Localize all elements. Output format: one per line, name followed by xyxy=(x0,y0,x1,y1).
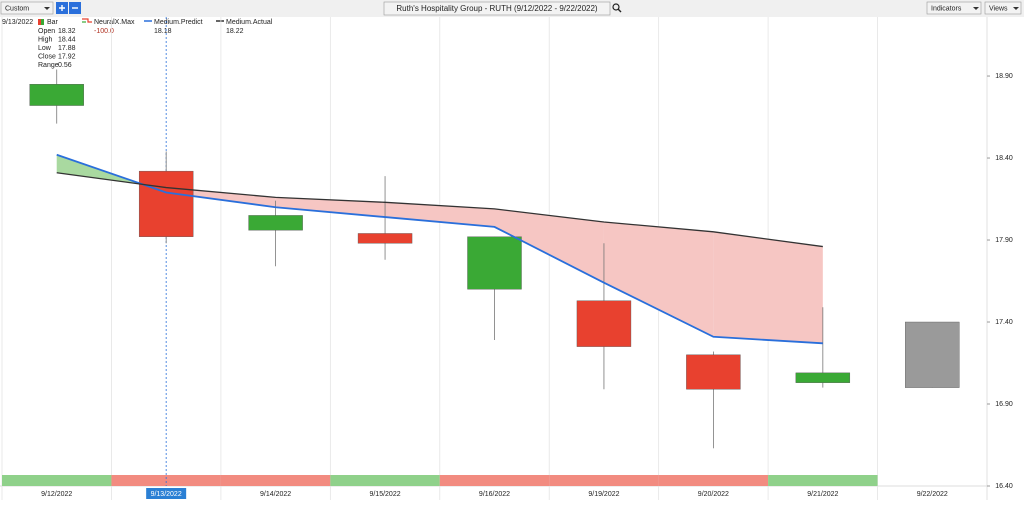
candle-body xyxy=(467,236,522,290)
x-tick-label: 9/15/2022 xyxy=(369,491,400,498)
dropdown-arrow xyxy=(973,7,979,10)
y-tick-label: 16.90 xyxy=(995,401,1013,408)
search-icon[interactable] xyxy=(612,3,620,11)
x-tick-label: 9/16/2022 xyxy=(479,491,510,498)
info-field-label: Open xyxy=(38,28,55,35)
info-field-label: Range xyxy=(38,62,59,69)
spread-fill xyxy=(713,231,823,344)
indicator-name: Medium.Predict xyxy=(154,19,203,26)
info-date: 9/13/2022 xyxy=(2,19,33,26)
y-tick-label: 16.40 xyxy=(995,483,1013,490)
info-field-label: Low xyxy=(38,45,52,52)
info-field-value: 17.88 xyxy=(58,45,76,52)
signal-bar xyxy=(2,475,112,486)
spread-fill xyxy=(494,208,604,283)
info-field-value: 18.44 xyxy=(58,36,76,43)
bar-icon xyxy=(41,19,44,25)
indicator-name: Medium.Actual xyxy=(226,19,273,26)
indicators-dropdown[interactable] xyxy=(926,1,982,15)
views-label: Views xyxy=(989,5,1008,12)
bar-label: Bar xyxy=(47,19,59,26)
candle-body xyxy=(138,170,194,237)
info-panel: 9/13/2022 Bar Open 18.32 High 18.44 Low 17.88… xyxy=(2,18,273,69)
info-field-value: 17.92 xyxy=(58,53,76,60)
plus-icon xyxy=(59,5,65,11)
series-line xyxy=(56,153,823,345)
x-tick-label: 9/12/2022 xyxy=(41,491,72,498)
chart-title: Ruth's Hospitality Group - RUTH (9/12/20… xyxy=(396,4,598,13)
x-tick-label: 9/14/2022 xyxy=(260,491,291,498)
indicator-value: 18.18 xyxy=(154,28,172,35)
indicator-value: 18.22 xyxy=(226,28,244,35)
spread-fill xyxy=(385,202,495,227)
signal-bar xyxy=(768,475,878,486)
info-field-label: Close xyxy=(38,53,56,60)
candle-body xyxy=(576,300,632,347)
candle-body xyxy=(905,321,960,388)
dropdown-arrow xyxy=(44,7,50,10)
signal-bar xyxy=(330,475,440,486)
search-handle xyxy=(617,8,622,13)
selected-date-bg xyxy=(146,488,187,499)
dropdown-arrow xyxy=(1013,7,1019,10)
views-dropdown[interactable] xyxy=(984,1,1022,15)
signal-bar xyxy=(220,475,331,486)
plot: 18.90 18.40 17.90 17.40 16.90 16.40 9/12/2022 9… xyxy=(1,17,1013,500)
neuralx-icon xyxy=(82,18,92,23)
signal-bar xyxy=(658,475,769,486)
preset-label: Custom xyxy=(5,5,29,12)
x-tick-label: 9/13/2022 xyxy=(151,491,182,498)
y-tick-label: 18.90 xyxy=(995,73,1013,80)
candle-body xyxy=(29,84,84,106)
info-field-value: 18.32 xyxy=(58,28,76,35)
title-box xyxy=(383,1,611,16)
x-tick-label: 9/21/2022 xyxy=(807,491,838,498)
signal-bar xyxy=(549,475,659,486)
spread-fill xyxy=(603,221,714,337)
spread-fill xyxy=(275,197,386,218)
y-tick-label: 18.40 xyxy=(995,155,1013,162)
y-tick-label: 17.40 xyxy=(995,319,1013,326)
series-line xyxy=(56,172,823,248)
x-tick-label: 9/22/2022 xyxy=(917,491,948,498)
spread-fill xyxy=(166,187,276,208)
info-field-label: High xyxy=(38,36,53,43)
x-tick-label: 9/20/2022 xyxy=(698,491,729,498)
candle-body xyxy=(795,372,851,383)
indicator-value: -100.0 xyxy=(94,28,114,35)
preset-dropdown[interactable] xyxy=(0,1,54,15)
y-tick-label: 17.90 xyxy=(995,237,1013,244)
x-tick-label: 9/19/2022 xyxy=(588,491,619,498)
signal-bar xyxy=(439,475,550,486)
candle-body xyxy=(248,215,303,231)
candle-body xyxy=(686,354,741,390)
indicator-name: NeuralX.Max xyxy=(94,19,135,26)
indicators-label: Indicators xyxy=(931,5,962,12)
signal-bar xyxy=(111,475,221,486)
candle-body xyxy=(357,233,413,244)
info-field-value: 0.56 xyxy=(58,62,72,69)
